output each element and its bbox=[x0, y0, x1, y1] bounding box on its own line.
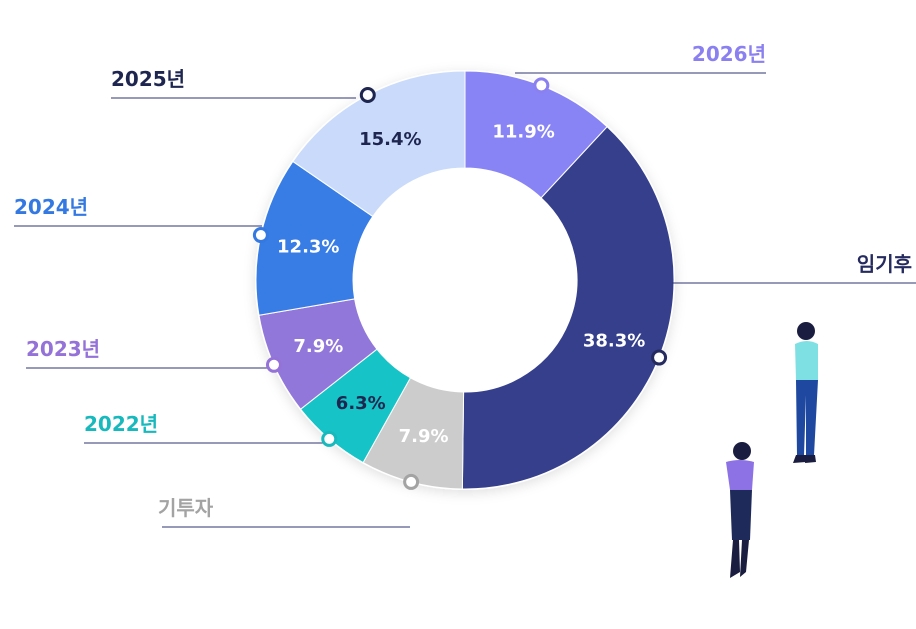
man-shirt bbox=[795, 341, 818, 380]
slice-percent-label: 12.3% bbox=[277, 236, 339, 257]
man-head bbox=[797, 322, 815, 340]
woman-head bbox=[733, 442, 751, 460]
slice-percent-label: 11.9% bbox=[492, 122, 554, 143]
man-pants bbox=[796, 380, 818, 455]
leader-dot bbox=[403, 473, 420, 490]
slice-1 bbox=[461, 126, 675, 490]
leader-dot bbox=[321, 430, 338, 447]
slice-percent-label: 6.3% bbox=[336, 393, 386, 414]
woman-skirt bbox=[730, 490, 752, 540]
leader-lines-group bbox=[14, 72, 916, 528]
leader-dot bbox=[533, 77, 550, 94]
slice-percent-label: 7.9% bbox=[399, 426, 449, 447]
slice-6 bbox=[292, 70, 466, 218]
leader-dot bbox=[651, 349, 668, 366]
slice-category-label: 2026년 bbox=[692, 42, 766, 66]
woman-legs bbox=[730, 540, 749, 578]
slice-category-label: 기투자 bbox=[158, 496, 214, 520]
standing-man-illustration bbox=[793, 322, 818, 463]
slice-category-label: 2023년 bbox=[26, 337, 100, 361]
slice-percent-label: 7.9% bbox=[293, 336, 343, 357]
percent-labels-group: 11.9% 38.3% 7.9% 6.3% 7.9% 12.3% 15.4% bbox=[277, 122, 645, 447]
leader-dot bbox=[359, 86, 376, 103]
woman-top bbox=[726, 460, 754, 490]
slice-category-label: 2025년 bbox=[111, 67, 185, 91]
slice-category-label: 임기후 bbox=[857, 252, 912, 276]
slice-percent-label: 38.3% bbox=[583, 331, 645, 352]
standing-woman-illustration bbox=[726, 442, 754, 578]
leader-dot bbox=[265, 356, 282, 373]
man-shoes bbox=[793, 455, 816, 463]
slice-percent-label: 15.4% bbox=[359, 129, 421, 150]
slices-group bbox=[255, 70, 675, 490]
slice-category-label: 2024년 bbox=[14, 195, 88, 219]
slice-category-label: 2022년 bbox=[84, 412, 158, 436]
leader-dot bbox=[252, 227, 269, 244]
